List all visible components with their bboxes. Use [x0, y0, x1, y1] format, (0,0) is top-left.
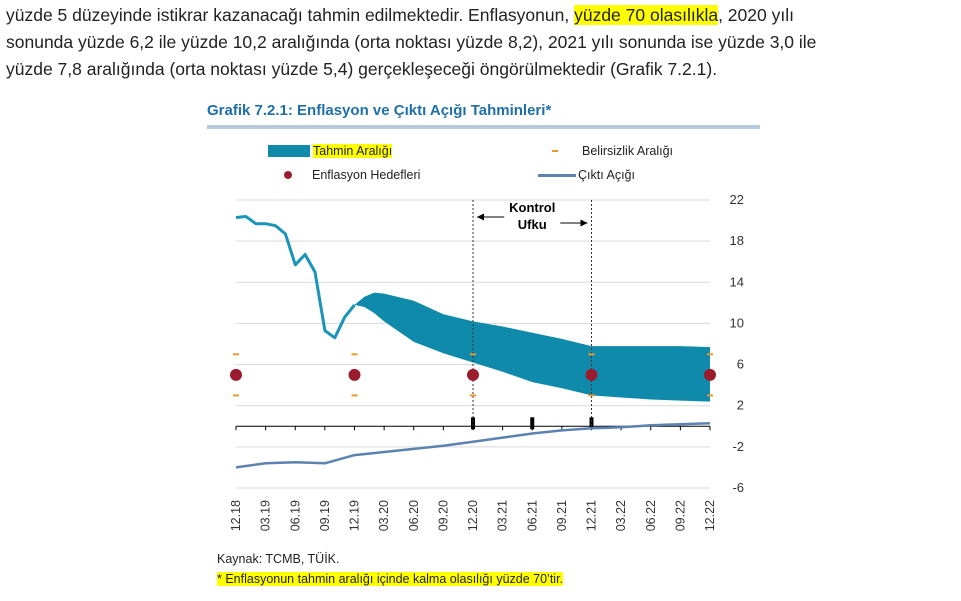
inflation-target-dot — [704, 368, 716, 381]
y-tick-label: 18 — [730, 233, 744, 248]
zero-axis-marker — [530, 417, 535, 430]
control-horizon-label-line1: Kontrol — [509, 200, 555, 215]
y-tick-label: 2 — [737, 398, 744, 413]
title-underline — [207, 125, 760, 129]
figure-title: Grafik 7.2.1: Enflasyon ve Çıktı Açığı T… — [207, 102, 552, 119]
x-tick-label: 12.22 — [703, 500, 717, 531]
y-tick-label: -6 — [732, 480, 744, 495]
zero-axis-marker — [471, 417, 475, 430]
footnote: * Enflasyonun tahmin aralığı içinde kalm… — [217, 572, 564, 586]
y-tick-label: 14 — [730, 274, 744, 289]
x-tick-label: 09.21 — [555, 500, 569, 531]
control-horizon-label-line2: Ufku — [518, 217, 547, 232]
legend-uncertainty: Belirsizlik Aralığı — [552, 144, 673, 158]
y-tick-label: 6 — [737, 357, 744, 372]
series-lines — [235, 215, 711, 469]
legend-band-label: Tahmin Aralığı — [313, 144, 393, 158]
x-tick-label: 06.21 — [525, 500, 539, 531]
paragraph-text: , 2020 yılı — [718, 5, 794, 25]
legend-uncertainty-label: Belirsizlik Aralığı — [582, 144, 673, 158]
control-horizon-lines — [472, 200, 592, 427]
arrow-right-icon — [580, 219, 588, 227]
forecast-band-area — [354, 292, 710, 402]
output-gap-line-icon — [538, 173, 576, 177]
x-tick-label: 03.22 — [614, 500, 628, 531]
x-tick-label: 06.22 — [644, 500, 658, 531]
inflation-target-dot — [230, 368, 242, 381]
highlighted-text: yüzde 70 olasılıkla — [574, 5, 719, 25]
inflation-line — [235, 215, 356, 340]
gridlines — [236, 199, 710, 489]
inflation-target-dot — [348, 368, 361, 381]
x-tick-label: 12.19 — [348, 500, 362, 531]
x-tick-label: 03.20 — [377, 500, 391, 531]
control-horizon-label: Kontrol Ufku — [477, 200, 588, 232]
x-axis-labels: 12.18 03.19 06.19 09.19 12.19 03.20 06.20 09.20… — [229, 500, 717, 531]
inflation-target-dot — [585, 368, 598, 381]
target-dot-icon — [284, 171, 292, 179]
paragraph-line-3: yüzde 7,8 aralığında (orta noktası yüzde… — [6, 59, 718, 79]
uncertainty-dash-icon — [552, 150, 558, 152]
paragraph-text: yüzde 5 düzeyinde istikrar kazanacağı ta… — [6, 5, 575, 25]
source-note: Kaynak: TCMB, TÜİK. — [217, 552, 340, 566]
y-tick-label: -2 — [732, 439, 744, 454]
x-tick-label: 06.20 — [407, 500, 421, 531]
x-tick-label: 03.21 — [496, 500, 510, 531]
x-tick-label: 12.18 — [229, 500, 243, 531]
x-tick-label: 09.19 — [318, 500, 332, 531]
paragraph-line-2: sonunda yüzde 6,2 ile yüzde 10,2 aralığı… — [6, 32, 817, 52]
y-tick-label: 10 — [730, 315, 744, 330]
x-tick-label: 09.22 — [673, 500, 687, 531]
legend-targets: Enflasyon Hedefleri — [284, 168, 420, 182]
legend-output-gap-label: Çıktı Açığı — [578, 168, 635, 182]
zero-axis-marker — [589, 417, 594, 430]
x-tick-label: 12.21 — [585, 500, 599, 531]
inflation-target-dot — [467, 368, 479, 381]
paragraph-line-1: yüzde 5 düzeyinde istikrar kazanacağı ta… — [6, 2, 956, 29]
output-gap-line — [235, 421, 711, 469]
zero-axis — [235, 417, 711, 431]
x-tick-label: 06.19 — [288, 500, 302, 531]
arrow-left-icon — [477, 213, 484, 221]
band-swatch-icon — [268, 145, 310, 157]
y-axis-labels: 22 18 14 10 6 2 -2 -6 — [730, 192, 744, 495]
legend-targets-label: Enflasyon Hedefleri — [312, 168, 421, 182]
body-paragraph: yüzde 5 düzeyinde istikrar kazanacağı ta… — [6, 2, 956, 83]
legend-band: Tahmin Aralığı — [268, 144, 393, 158]
x-tick-label: 03.19 — [259, 500, 273, 531]
y-tick-label: 22 — [730, 192, 744, 207]
targets-and-uncertainty — [230, 353, 716, 397]
legend-output-gap: Çıktı Açığı — [538, 168, 635, 182]
x-tick-label: 09.20 — [436, 500, 450, 531]
forecast-band — [354, 292, 710, 402]
x-tick-label: 12.20 — [466, 500, 480, 531]
